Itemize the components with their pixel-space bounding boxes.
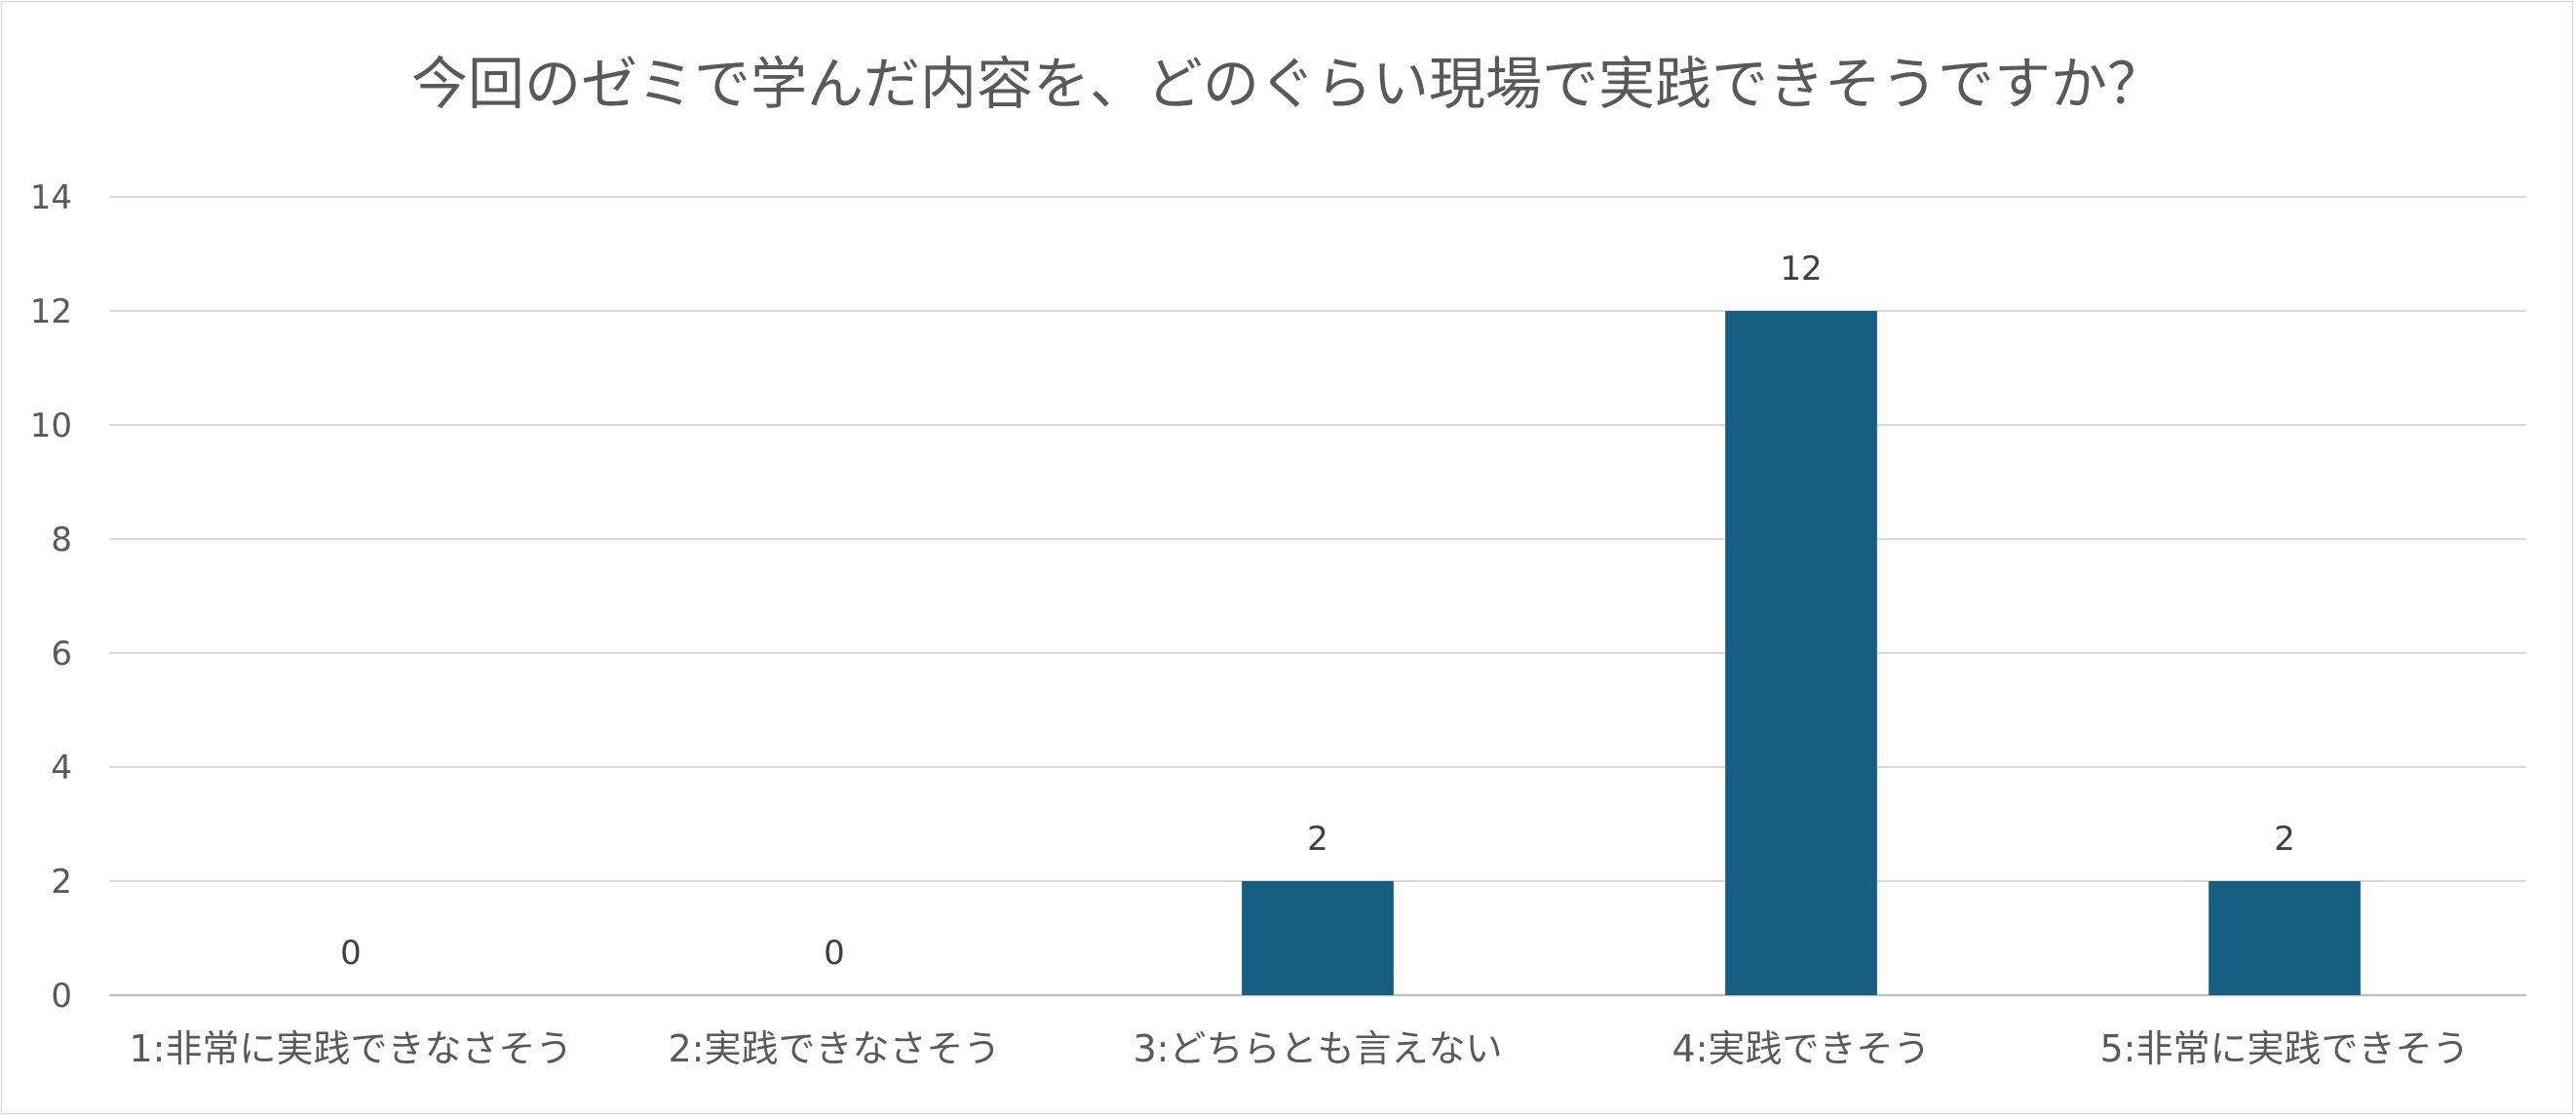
x-tick-label: 3:どちらとも言えない [1134,1027,1503,1070]
data-label: 12 [1780,250,1822,289]
x-tick-label: 5:非常に実践できそう [2100,1027,2470,1070]
x-axis-ticks: 1:非常に実践できなさそう 2:実践できなさそう 3:どちらとも言えない 4:実践でき… [130,1027,2470,1070]
bar [1242,881,1394,995]
y-axis-ticks: 0 2 4 6 8 10 12 14 [30,178,72,1016]
data-label: 0 [340,934,362,973]
bar [2209,881,2361,995]
y-tick-label: 4 [51,749,72,788]
gridlines [109,196,2526,997]
data-labels: 0 0 2 12 2 [340,250,2295,973]
x-tick-label: 4:実践できそう [1672,1027,1931,1070]
x-tick-label: 1:非常に実践できなさそう [130,1027,573,1070]
bars [1242,311,2361,995]
y-tick-label: 2 [51,863,72,902]
y-tick-label: 0 [51,977,72,1016]
y-tick-label: 10 [30,406,72,445]
data-label: 2 [1307,820,1328,859]
y-tick-label: 8 [51,520,72,559]
chart-title: 今回のゼミで学んだ内容を、どのぐらい現場で実践できそうですか？ [411,51,2164,117]
data-label: 2 [2274,820,2295,859]
x-tick-label: 2:実践できなさそう [669,1027,1001,1070]
bar [1725,311,1877,995]
y-tick-label: 12 [30,292,72,331]
y-tick-label: 14 [30,178,72,217]
y-tick-label: 6 [51,635,72,674]
data-label: 0 [824,934,845,973]
